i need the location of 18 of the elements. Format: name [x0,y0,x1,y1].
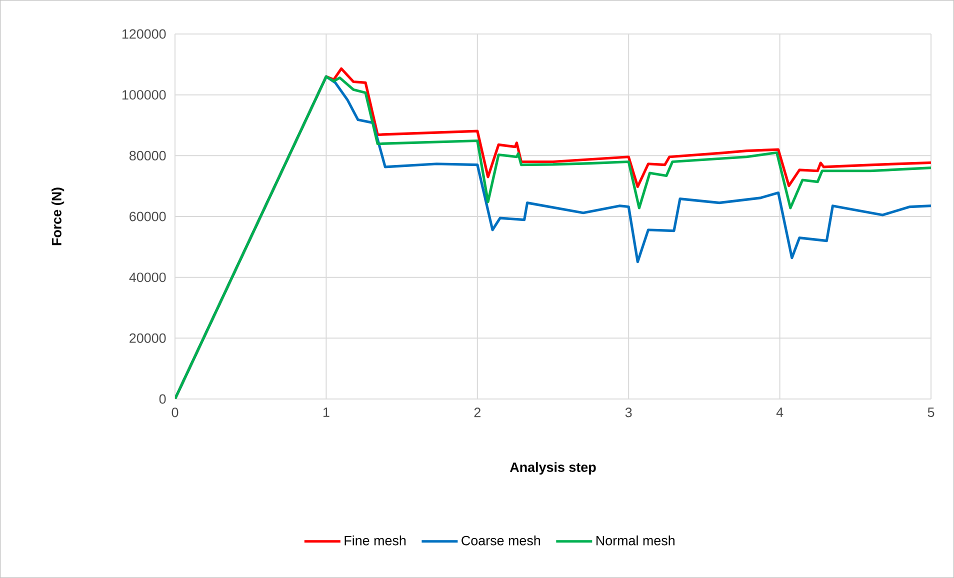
x-tick-label: 5 [928,408,934,418]
y-tick-label: 80000 [129,150,166,160]
legend-label: Coarse mesh [462,535,540,546]
x-tick-label: 3 [625,408,632,418]
y-axis-title: Force (N) [52,188,64,246]
y-tick-label: 40000 [129,272,166,282]
x-tick-label: 4 [776,408,784,417]
legend-label: Fine mesh [344,535,406,546]
legend-label: Normal mesh [596,535,674,546]
x-tick-label: 2 [474,408,480,418]
y-tick-label: 20000 [130,333,166,343]
y-tick-label: 0 [159,394,166,404]
y-tick-label: 100000 [122,90,166,100]
x-tick-label: 0 [172,408,178,418]
y-tick-label: 60000 [130,212,166,222]
y-tick-label: 120000 [122,29,166,39]
x-tick-label: 1 [323,408,330,417]
x-axis-title: Analysis step [510,462,596,475]
